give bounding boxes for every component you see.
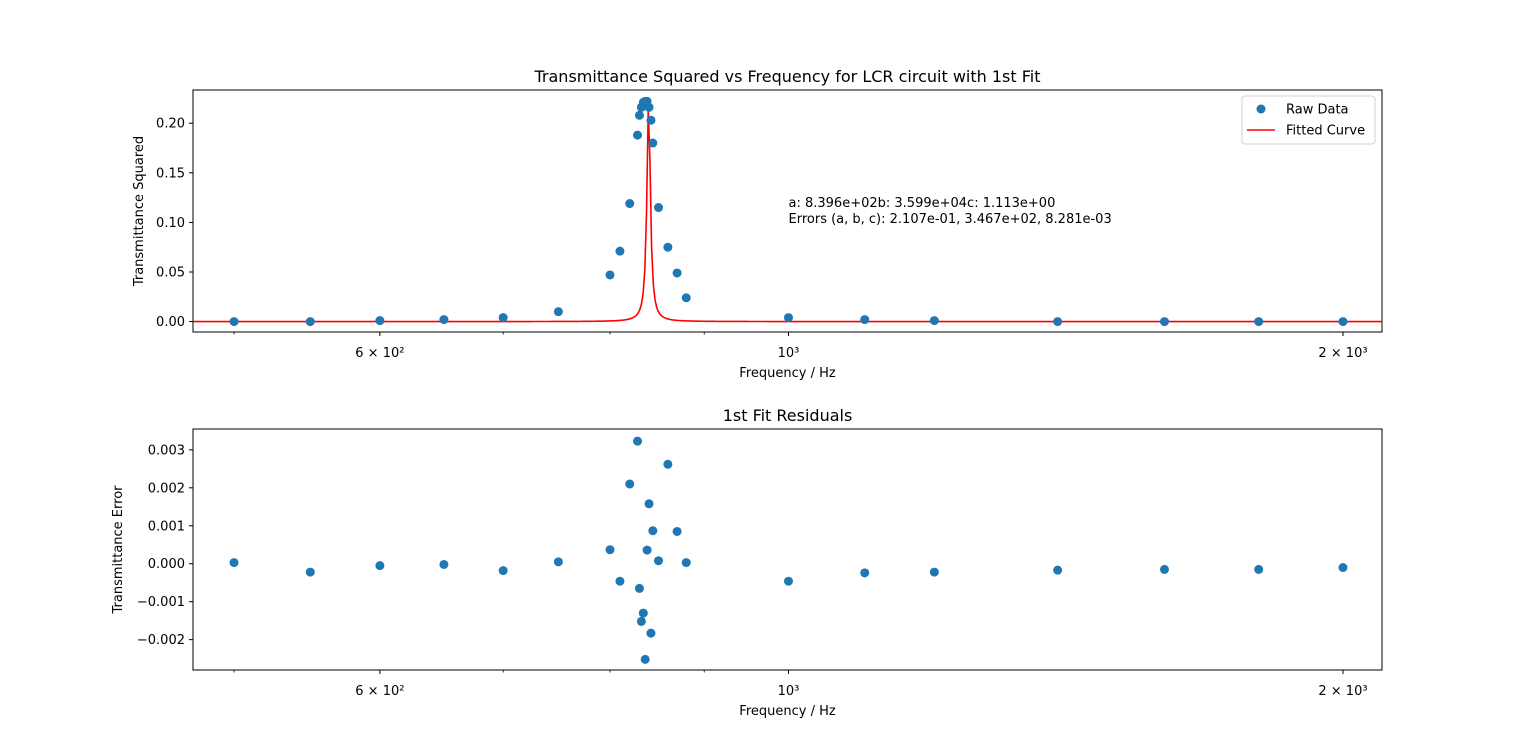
y-tick-label: 0.10 — [156, 216, 185, 231]
y-axis-label: Transmittance Error — [111, 485, 126, 615]
fit-chart-panel: Transmittance Squared vs Frequency for L… — [132, 67, 1383, 381]
fit-parameters-annotation: a: 8.396e+02b: 3.599e+04c: 1.113e+00 — [789, 196, 1056, 211]
plot-area — [193, 96, 1382, 327]
data-point — [653, 203, 663, 213]
x-tick-label: 6 × 10² — [355, 346, 404, 361]
data-point — [646, 115, 656, 125]
y-tick-label: 0.15 — [156, 166, 185, 181]
x-tick-label: 2 × 10³ — [1318, 684, 1367, 699]
data-point — [1159, 564, 1169, 574]
x-tick-label: 2 × 10³ — [1318, 346, 1367, 361]
y-tick-label: 0.05 — [156, 265, 185, 280]
data-point — [646, 628, 656, 638]
data-point — [439, 559, 449, 569]
data-point — [860, 568, 870, 578]
data-point — [1338, 563, 1348, 573]
data-point — [229, 558, 239, 568]
data-point — [636, 616, 646, 626]
data-point — [498, 566, 508, 576]
data-point — [553, 307, 563, 317]
data-point — [648, 526, 658, 536]
plot-frame — [192, 428, 1383, 671]
chart-title: 1st Fit Residuals — [723, 406, 853, 425]
data-point — [634, 583, 644, 593]
y-tick-label: 0.002 — [148, 481, 185, 496]
plot-area — [229, 436, 1348, 664]
x-tick-label: 10³ — [778, 684, 800, 699]
data-point — [375, 561, 385, 571]
data-point — [653, 556, 663, 566]
data-point — [681, 293, 691, 303]
data-point — [784, 576, 794, 586]
data-point — [672, 526, 682, 536]
x-tick-label: 10³ — [778, 346, 800, 361]
y-tick-label: −0.001 — [137, 595, 185, 610]
y-axis-label: Transmittance Squared — [132, 136, 147, 287]
legend-box — [1241, 95, 1376, 145]
data-point — [929, 567, 939, 577]
data-point — [305, 567, 315, 577]
data-point — [681, 558, 691, 568]
data-point — [784, 313, 794, 323]
data-point — [625, 479, 635, 489]
legend: Raw Data Fitted Curve — [1241, 95, 1376, 145]
data-point — [663, 459, 673, 469]
data-point — [663, 242, 673, 252]
data-point — [1254, 564, 1264, 574]
x-tick-label: 6 × 10² — [355, 684, 404, 699]
y-tick-label: 0.00 — [156, 315, 185, 330]
data-point — [498, 313, 508, 323]
x-axis-label: Frequency / Hz — [739, 704, 836, 719]
data-point — [1159, 317, 1169, 327]
y-tick-label: 0.20 — [156, 117, 185, 132]
y-tick-label: 0.003 — [148, 443, 185, 458]
residuals-chart-panel: 1st Fit Residuals −0.002 −0.001 0.000 0.001 0… — [111, 406, 1383, 719]
x-axis-label: Frequency / Hz — [739, 366, 836, 381]
legend-label: Raw Data — [1286, 103, 1349, 118]
data-point — [375, 316, 385, 326]
legend-label: Fitted Curve — [1286, 124, 1365, 139]
data-point — [644, 499, 654, 509]
plot-frame — [192, 89, 1383, 333]
y-tick-label: 0.001 — [148, 519, 185, 534]
data-point — [633, 130, 643, 140]
data-point — [625, 199, 635, 209]
chart-title: Transmittance Squared vs Frequency for L… — [534, 67, 1041, 86]
data-point — [553, 557, 563, 567]
data-point — [644, 102, 654, 112]
data-point — [615, 576, 625, 586]
data-point — [1338, 317, 1348, 327]
fit-parameters-annotation: Errors (a, b, c): 2.107e-01, 3.467e+02, … — [789, 212, 1112, 227]
y-tick-label: 0.000 — [148, 557, 185, 572]
data-point — [1053, 317, 1063, 327]
data-point — [633, 436, 643, 446]
data-point — [439, 315, 449, 325]
data-point — [634, 110, 644, 120]
data-point — [1254, 317, 1264, 327]
data-point — [929, 316, 939, 326]
data-point — [860, 315, 870, 325]
data-point — [672, 268, 682, 278]
data-point — [615, 246, 625, 256]
y-tick-label: −0.002 — [137, 633, 185, 648]
data-point — [642, 545, 652, 555]
legend-marker-raw-data — [1256, 104, 1266, 114]
data-point — [605, 270, 615, 280]
data-point — [605, 545, 615, 555]
data-point — [305, 317, 315, 327]
data-point — [229, 317, 239, 327]
data-point — [648, 138, 658, 148]
data-point — [640, 654, 650, 664]
data-point — [638, 608, 648, 618]
data-point — [1053, 565, 1063, 575]
